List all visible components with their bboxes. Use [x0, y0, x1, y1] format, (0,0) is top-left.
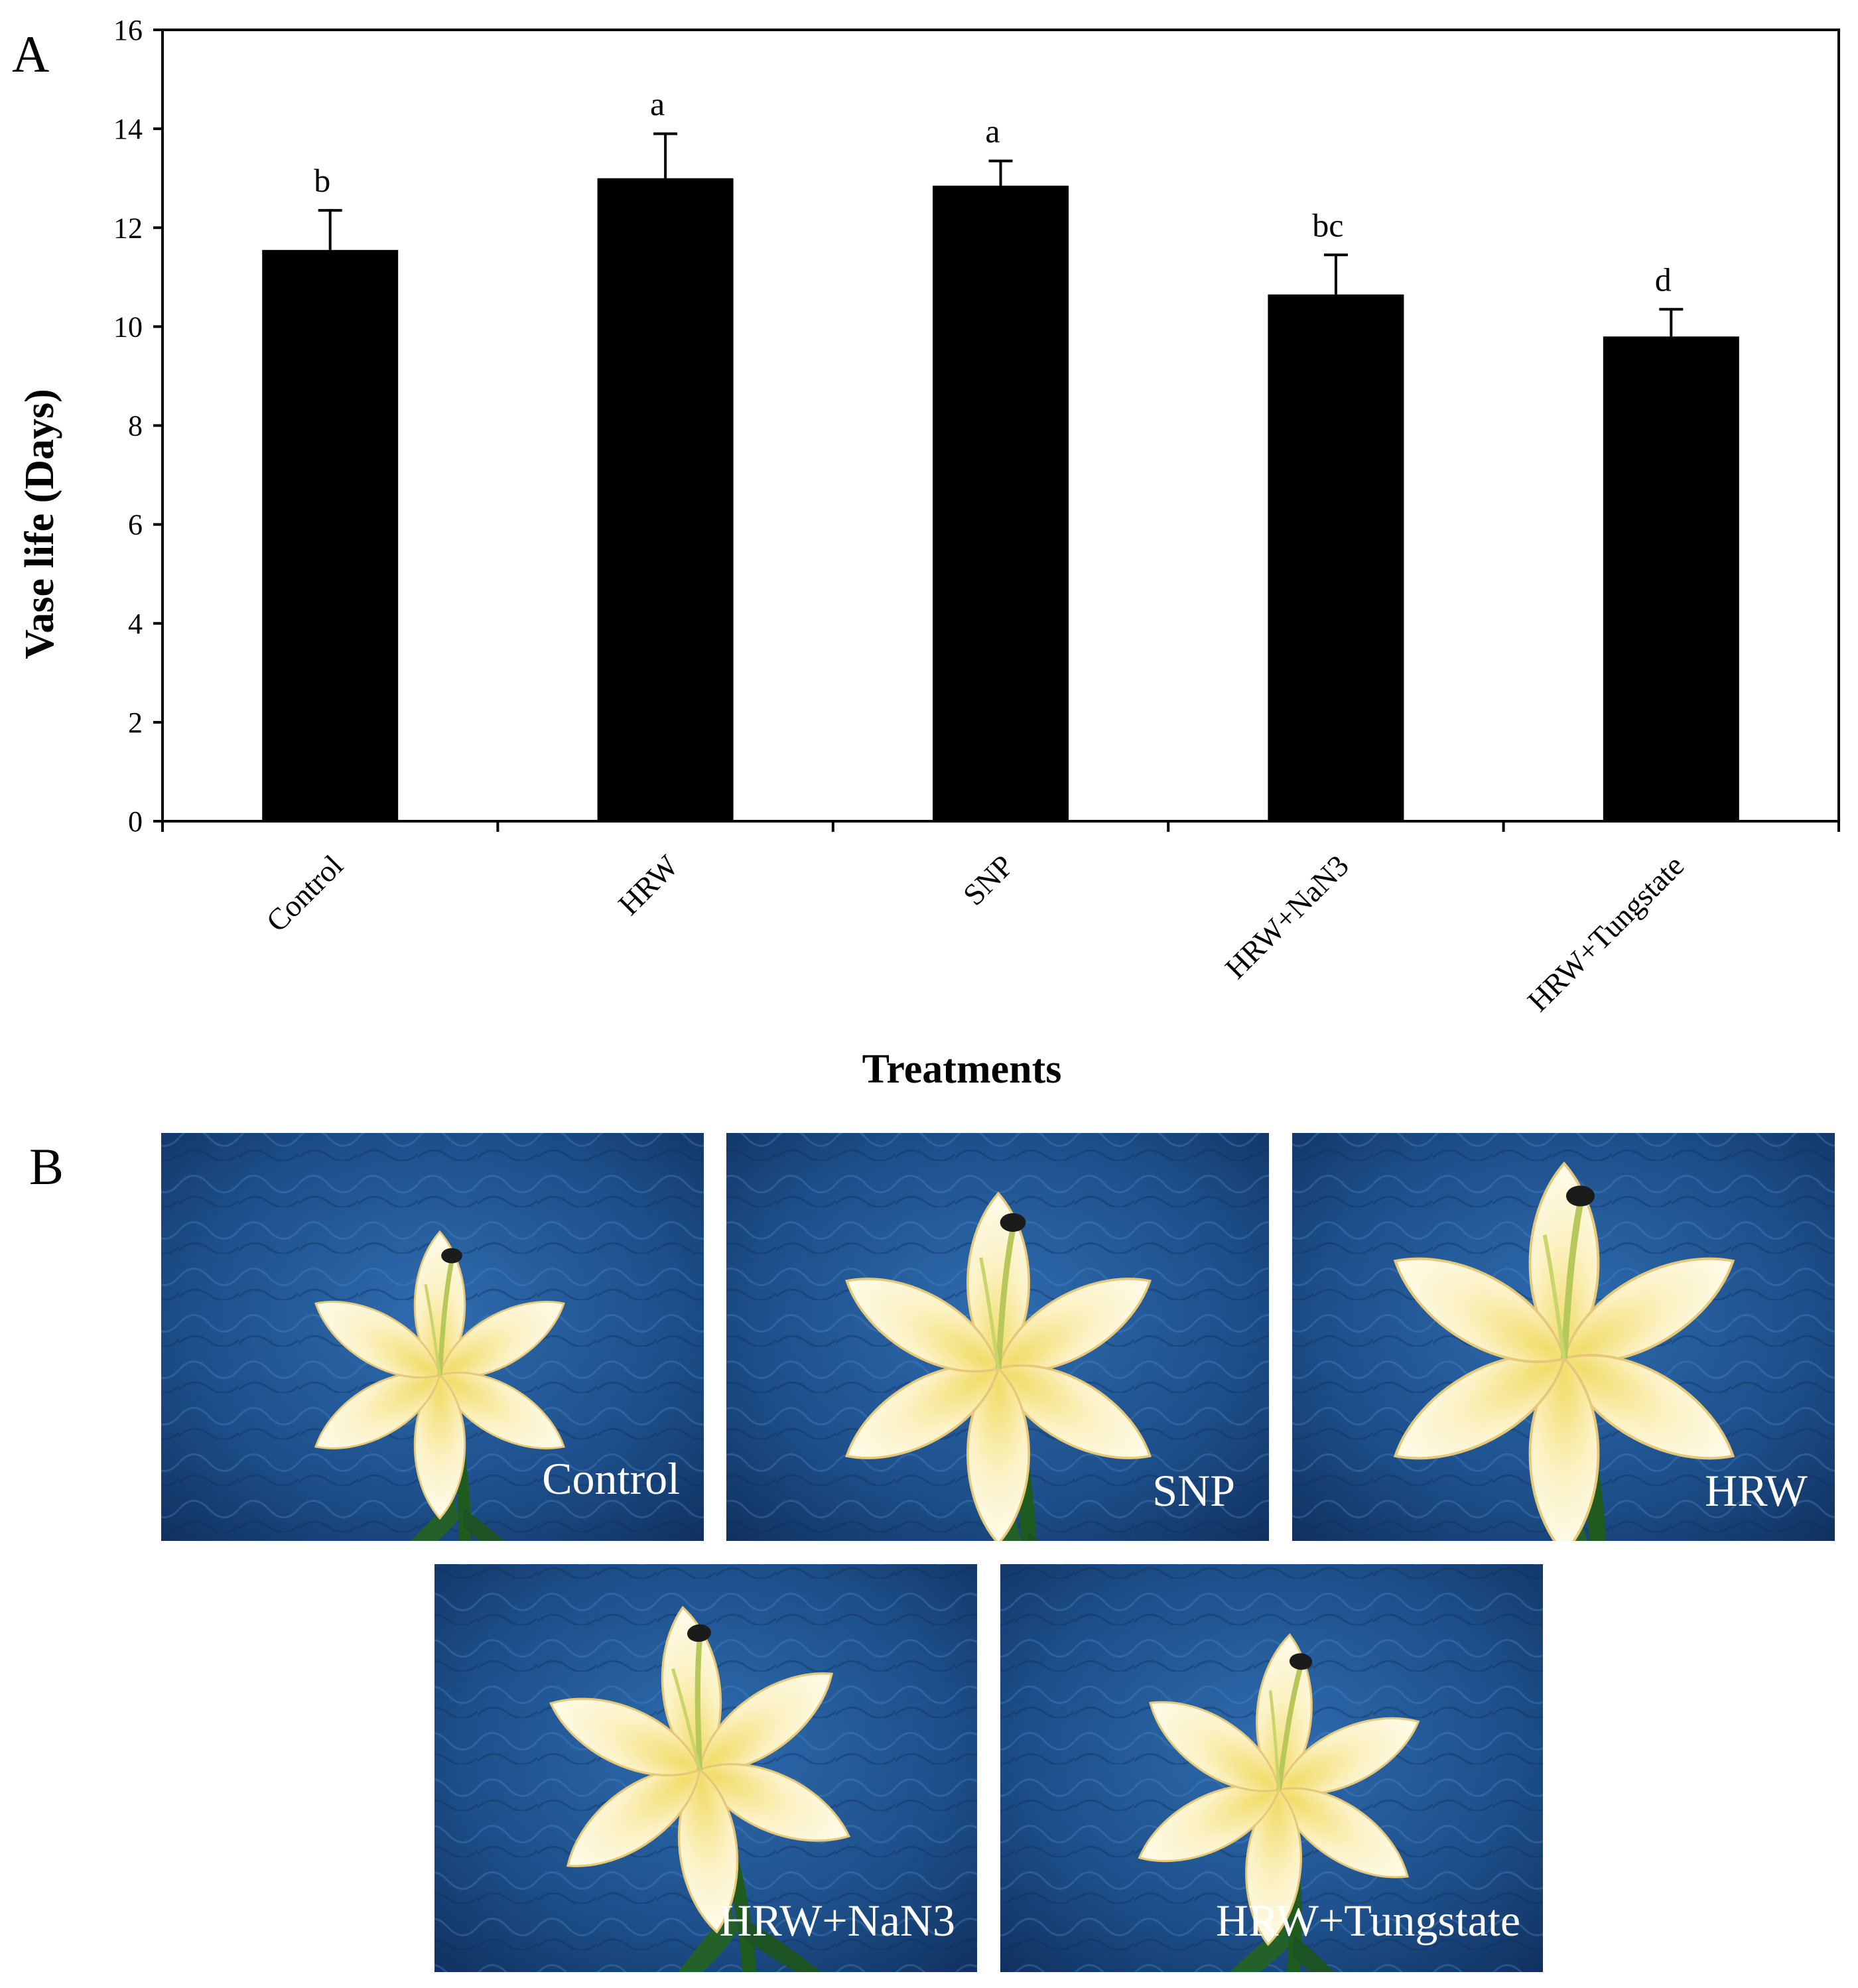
significance-label: a: [650, 86, 665, 123]
y-tick-label: 4: [128, 608, 143, 640]
y-tick-label: 8: [128, 410, 143, 442]
bar-hrw: [597, 178, 734, 821]
x-tick-label: Control: [259, 848, 349, 938]
x-axis: [161, 821, 1840, 832]
photo-caption: HRW+Tungstate: [1216, 1895, 1520, 1946]
bar-hrw-tungstate: [1603, 336, 1739, 822]
photo-snp: SNP: [726, 1133, 1269, 1541]
y-tick-label: 10: [113, 310, 143, 343]
significance-label: bc: [1312, 206, 1343, 243]
y-axis: 0 2 4 6 8 10 12 14 16: [113, 14, 163, 838]
panel-b-label: B: [29, 1138, 64, 1195]
x-tick-label: HRW+Tungstate: [1521, 848, 1691, 1018]
bar-series: b a a bc d: [262, 86, 1739, 822]
photo-caption: HRW: [1705, 1465, 1808, 1516]
y-tick-label: 2: [128, 706, 143, 739]
significance-label: a: [985, 113, 1000, 150]
y-tick-label: 14: [113, 113, 143, 145]
vase-life-chart: 0 2 4 6 8 10 12 14 16 b a a bc d Control HRW SNP HRW+Na…: [17, 14, 1840, 1092]
significance-label: b: [314, 162, 330, 199]
photo-control: Control: [161, 1133, 704, 1541]
bar-snp: [933, 185, 1069, 821]
photo-caption: HRW+NaN3: [719, 1895, 955, 1946]
y-tick-label: 6: [128, 509, 143, 541]
x-tick-label: HRW+NaN3: [1219, 848, 1355, 985]
panel-a-label: A: [12, 25, 49, 83]
x-tick-label: SNP: [957, 848, 1020, 912]
photo-hrw: HRW: [1292, 1133, 1835, 1541]
y-tick-label: 0: [128, 805, 143, 838]
significance-label: d: [1655, 261, 1672, 298]
bar-hrw-nan3: [1268, 294, 1404, 821]
x-axis-title: Treatments: [862, 1047, 1062, 1092]
bar-control: [262, 249, 399, 822]
photo-caption: Control: [542, 1453, 680, 1504]
y-axis-title: Vase life (Days): [17, 389, 62, 659]
y-tick-label: 12: [113, 212, 143, 244]
photo-hrw-tungstate: HRW+Tungstate: [1000, 1564, 1543, 1972]
y-tick-label: 16: [113, 14, 143, 46]
photo-caption: SNP: [1152, 1465, 1235, 1516]
photo-hrw-nan3: HRW+NaN3: [434, 1564, 977, 1972]
x-tick-labels: Control HRW SNP HRW+NaN3 HRW+Tungstate: [259, 848, 1690, 1018]
x-tick-label: HRW: [612, 848, 685, 922]
